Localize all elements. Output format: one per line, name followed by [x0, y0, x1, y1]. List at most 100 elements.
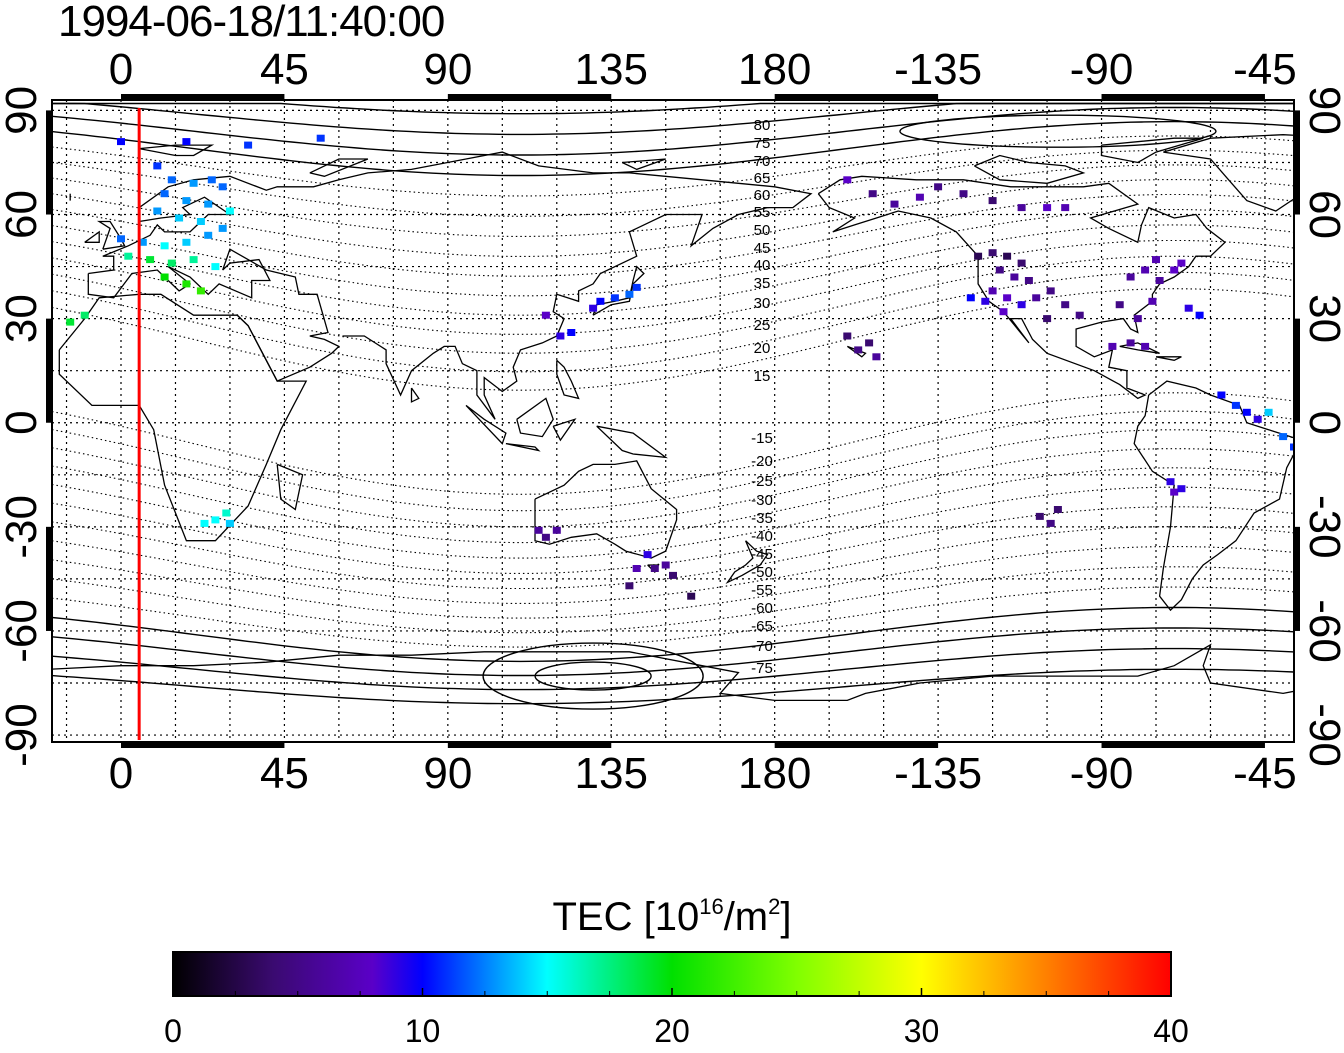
magnetic-latitude-label: -35 [751, 510, 773, 527]
tec-observation-marker [225, 519, 234, 527]
coastline [1133, 380, 1294, 612]
tec-observation-marker [1126, 339, 1135, 347]
coastline [96, 220, 126, 250]
tec-observation-marker [1046, 287, 1055, 295]
tec-observation-marker [661, 561, 670, 569]
colorbar-label: TEC [1016/m2] [552, 894, 791, 939]
tec-observation-marker [556, 332, 565, 340]
lon-tick-label-bottom: 90 [423, 749, 472, 798]
left-frame-bar [46, 526, 52, 631]
tec-observation-marker [211, 263, 220, 271]
tec-observation-marker [175, 214, 184, 222]
tec-observation-marker [843, 176, 852, 184]
magnetic-latitude-label: 30 [754, 295, 771, 312]
magnetic-latitude-label: -60 [751, 600, 773, 617]
coastline [534, 460, 678, 559]
coastline [516, 397, 554, 438]
magnetic-latitude-label: -65 [751, 618, 773, 635]
magnetic-latitude-label: 65 [754, 170, 771, 187]
coastline [52, 643, 1294, 702]
tec-observation-marker [200, 519, 209, 527]
magnetic-latitude-contour [52, 429, 1294, 528]
tec-observation-marker [1141, 342, 1150, 350]
tec-observation-marker [244, 141, 253, 149]
magnetic-latitude-label: -55 [751, 582, 773, 599]
lat-tick-label-left: 30 [0, 294, 46, 343]
colorbar-tick-label: 40 [1153, 1013, 1189, 1048]
magnetic-latitude-label: 25 [754, 317, 771, 334]
tec-observation-marker [1231, 401, 1240, 409]
magnetic-latitude-contour [52, 224, 1294, 316]
lat-tick-label-left: 0 [0, 410, 46, 434]
tec-observation-marker [1010, 273, 1019, 281]
tec-observation-marker [1166, 478, 1175, 486]
magnetic-latitude-contour [52, 209, 1294, 297]
grid-lines [52, 100, 1294, 742]
tec-observation-marker [687, 592, 696, 600]
left-frame-bar [46, 110, 52, 215]
tec-observation-marker [153, 162, 162, 170]
lat-tick-label-right: -60 [1300, 599, 1344, 663]
lat-tick-label-left: 60 [0, 190, 46, 239]
tec-observation-marker [1024, 277, 1033, 284]
coastline [88, 151, 813, 420]
lat-tick-label-right: 30 [1300, 294, 1344, 343]
tec-observation-marker [1253, 415, 1262, 423]
magnetic-latitude-label: -40 [751, 528, 773, 545]
magnetic-latitude-contour [52, 179, 1294, 257]
tec-observation-marker [1017, 259, 1026, 267]
colorbar-ticks: 0 10 20 30 40 [164, 988, 1189, 1049]
tec-observation-marker [966, 294, 975, 302]
coastline [410, 387, 420, 403]
south-magnetic-pole-contour [534, 661, 652, 691]
magnetic-latitude-contour [52, 467, 1294, 559]
coastline [87, 248, 341, 382]
lon-tick-label-bottom: 135 [575, 749, 648, 798]
bottom-frame-bar [1101, 742, 1265, 748]
tec-observation-marker [207, 176, 216, 184]
tec-observation-marker [643, 551, 652, 559]
magnetic-latitude-label: 70 [754, 153, 771, 170]
coastline [58, 293, 308, 542]
coastline [505, 442, 541, 452]
tec-observation-marker [999, 308, 1008, 316]
tec-observation-marker [1242, 408, 1251, 416]
coastline [596, 425, 668, 459]
tec-observation-marker [974, 252, 983, 260]
magnetic-latitude-label: 45 [754, 240, 771, 257]
left-frame-bar [46, 318, 52, 423]
tec-observation-marker [1133, 315, 1142, 323]
tec-observation-marker [138, 238, 147, 246]
coastline [465, 404, 507, 445]
magnetic-latitude-contour [52, 255, 1294, 354]
magnetic-latitude-contour [52, 647, 1294, 691]
magnetic-latitude-label: -70 [751, 638, 773, 655]
tec-observation-marker [1061, 301, 1070, 309]
magnetic-latitude-contour [52, 193, 1294, 277]
tec-observation-marker [1297, 454, 1305, 461]
tec-observation-marker [196, 218, 205, 225]
tec-observation-marker [1195, 311, 1204, 319]
tec-observation-marker [189, 256, 198, 264]
tec-observation-marker [1141, 266, 1150, 274]
tec-observation-marker [204, 200, 213, 208]
tec-observation-marker [117, 138, 125, 146]
tec-observation-marker [995, 266, 1004, 274]
magnetic-latitude-label: 50 [754, 222, 771, 239]
coastline [592, 265, 645, 316]
coastline [1100, 137, 1204, 164]
tec-observation-marker [1053, 506, 1062, 513]
tec-observation-marker [1148, 297, 1157, 305]
tec-observation-marker [204, 231, 213, 239]
magnetic-latitude-contour [52, 627, 1294, 677]
coastline [725, 540, 769, 585]
tec-observation-marker [182, 197, 191, 205]
tec-observation-marker [160, 242, 169, 250]
tec-observation-marker [182, 238, 191, 246]
tec-observation-marker [854, 346, 863, 354]
tec-observation-marker [117, 235, 125, 243]
tec-observation-marker [632, 283, 641, 291]
tec-observation-marker [66, 318, 75, 326]
